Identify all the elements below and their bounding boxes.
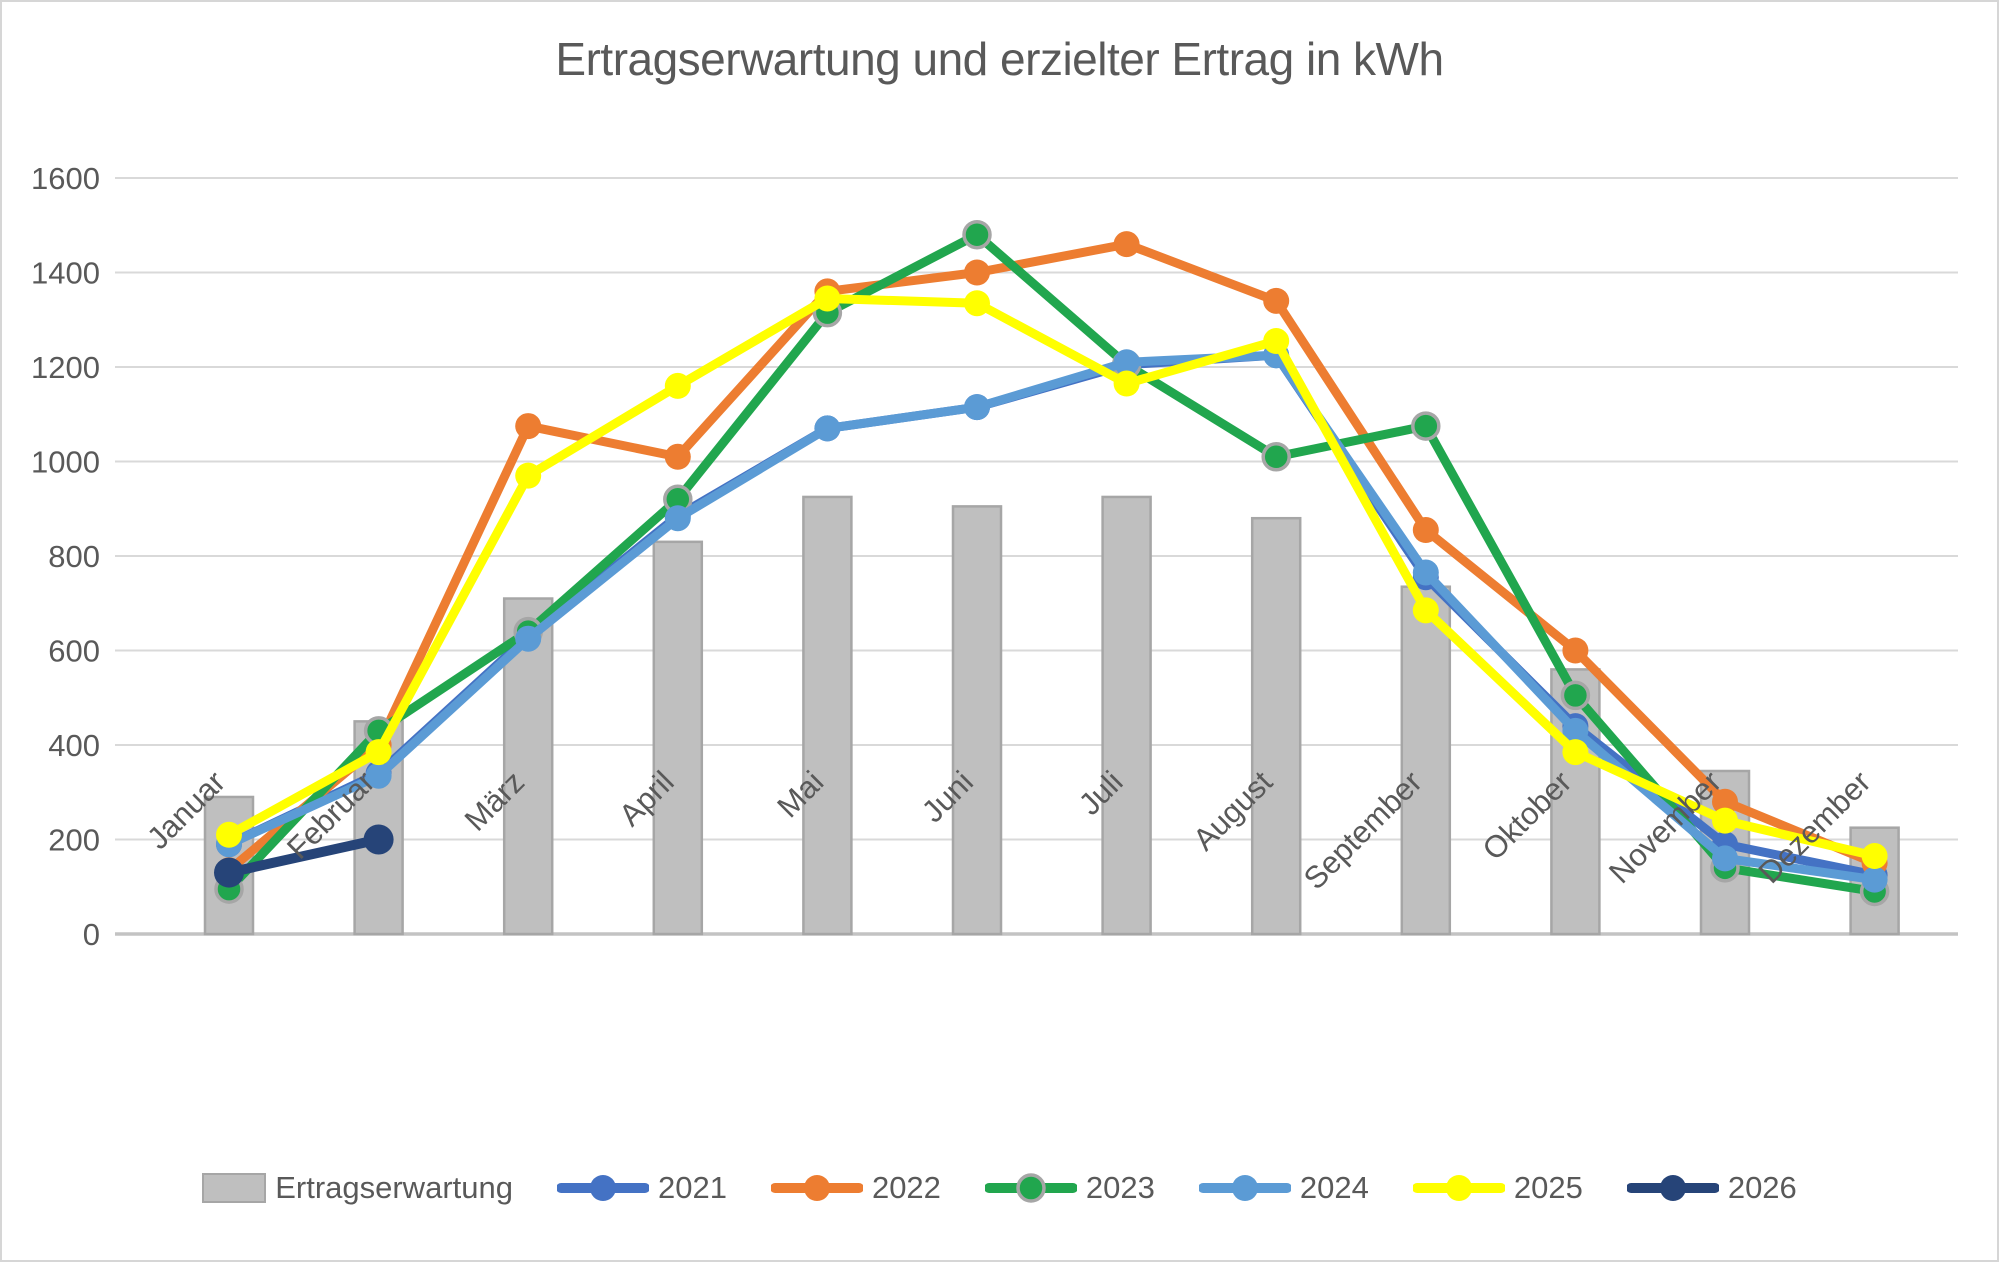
marker-2024-month-11 bbox=[1712, 845, 1738, 872]
bar-month-4 bbox=[652, 540, 704, 936]
legend-line-marker-icon bbox=[1412, 1175, 1505, 1201]
legend-label: 2021 bbox=[657, 1170, 727, 1205]
legend-label: 2025 bbox=[1513, 1170, 1583, 1205]
chart-legend: Ertragserwartung 2021 2022 2023 2024 2025 2026 bbox=[2, 1170, 1997, 1206]
marker-2025-month-5 bbox=[814, 285, 841, 312]
marker-2025-month-10 bbox=[1562, 739, 1589, 766]
marker-2025-month-3 bbox=[515, 462, 542, 489]
marker-2024-month-7 bbox=[1113, 349, 1140, 376]
y-tick-label-0: 0 bbox=[83, 917, 100, 952]
legend-label: 2024 bbox=[1299, 1170, 1369, 1205]
legend-line-marker-icon bbox=[556, 1175, 649, 1201]
legend-line-marker-icon bbox=[1626, 1175, 1719, 1201]
marker-2024-month-10 bbox=[1562, 717, 1589, 744]
line-2026 bbox=[224, 834, 384, 878]
marker-2022-month-11 bbox=[1712, 788, 1738, 815]
y-tick-label-600: 600 bbox=[48, 634, 100, 669]
marker-2025-month-4 bbox=[664, 372, 691, 399]
legend-line-marker-icon bbox=[1198, 1175, 1291, 1201]
legend-line-marker-icon bbox=[770, 1175, 863, 1201]
legend-label: Ertragserwartung bbox=[275, 1170, 513, 1205]
marker-2024-month-5 bbox=[814, 415, 841, 442]
marker-2022-month-6 bbox=[964, 259, 990, 286]
legend-item-2024: 2024 bbox=[1198, 1170, 1369, 1206]
y-tick-label-1400: 1400 bbox=[31, 256, 100, 291]
marker-2022-month-7 bbox=[1113, 231, 1140, 258]
marker-2026-month-1 bbox=[214, 857, 244, 888]
marker-2024-month-2 bbox=[365, 762, 392, 789]
legend-label: 2023 bbox=[1085, 1170, 1155, 1205]
bar-month-9 bbox=[1400, 585, 1452, 936]
marker-2025-month-2 bbox=[365, 739, 392, 766]
y-tick-label-800: 800 bbox=[48, 539, 100, 574]
marker-2023-month-9 bbox=[1411, 411, 1441, 441]
marker-2022-month-3 bbox=[515, 413, 542, 440]
legend-swatch-bar bbox=[202, 1173, 267, 1203]
legend-item-2021: 2021 bbox=[556, 1170, 727, 1206]
chart-title: Ertragserwartung und erzielter Ertrag in… bbox=[555, 33, 1444, 85]
y-tick-label-400: 400 bbox=[48, 728, 100, 763]
y-tick-label-1600: 1600 bbox=[31, 161, 100, 196]
legend-line-marker-icon bbox=[984, 1173, 1077, 1203]
marker-2025-month-7 bbox=[1113, 370, 1140, 397]
marker-2025-month-9 bbox=[1412, 597, 1439, 624]
marker-2025-month-8 bbox=[1263, 328, 1290, 355]
marker-2023-month-10 bbox=[1560, 680, 1591, 711]
legend-item-2026: 2026 bbox=[1626, 1170, 1797, 1206]
marker-2024-month-12 bbox=[1861, 866, 1888, 893]
marker-2024-month-3 bbox=[515, 625, 542, 652]
y-tick-label-200: 200 bbox=[48, 823, 100, 858]
marker-2023-month-8 bbox=[1261, 442, 1291, 472]
marker-2024-month-6 bbox=[964, 394, 990, 421]
legend-item-2025: 2025 bbox=[1412, 1170, 1583, 1206]
bar-month-7 bbox=[1101, 495, 1152, 936]
line-2024 bbox=[224, 350, 1880, 885]
marker-2022-month-9 bbox=[1412, 517, 1439, 544]
y-tick-label-1000: 1000 bbox=[31, 445, 100, 480]
legend-label: 2022 bbox=[871, 1170, 941, 1205]
marker-2025-month-6 bbox=[964, 290, 990, 317]
marker-2025-month-11 bbox=[1712, 807, 1738, 834]
line-2022 bbox=[224, 239, 1880, 875]
line-2025 bbox=[224, 293, 1880, 861]
legend-label: 2026 bbox=[1727, 1170, 1797, 1205]
marker-2022-month-4 bbox=[664, 443, 691, 470]
marker-2024-month-4 bbox=[664, 505, 691, 532]
marker-2025-month-1 bbox=[216, 821, 242, 848]
marker-2023-month-6 bbox=[962, 219, 992, 250]
bar-month-5 bbox=[802, 495, 853, 936]
marker-2026-month-2 bbox=[363, 824, 394, 855]
marker-2022-month-10 bbox=[1562, 637, 1589, 664]
marker-2024-month-9 bbox=[1412, 559, 1439, 586]
bar-month-8 bbox=[1250, 516, 1302, 936]
marker-2025-month-12 bbox=[1861, 843, 1888, 870]
legend-item-ertragserwartung: Ertragserwartung bbox=[202, 1170, 513, 1206]
y-tick-label-1200: 1200 bbox=[31, 350, 100, 385]
legend-item-2023: 2023 bbox=[984, 1170, 1155, 1206]
marker-2022-month-8 bbox=[1263, 287, 1290, 314]
line-2023 bbox=[224, 230, 1880, 896]
legend-item-2022: 2022 bbox=[770, 1170, 941, 1206]
bar-month-6 bbox=[951, 505, 1003, 936]
